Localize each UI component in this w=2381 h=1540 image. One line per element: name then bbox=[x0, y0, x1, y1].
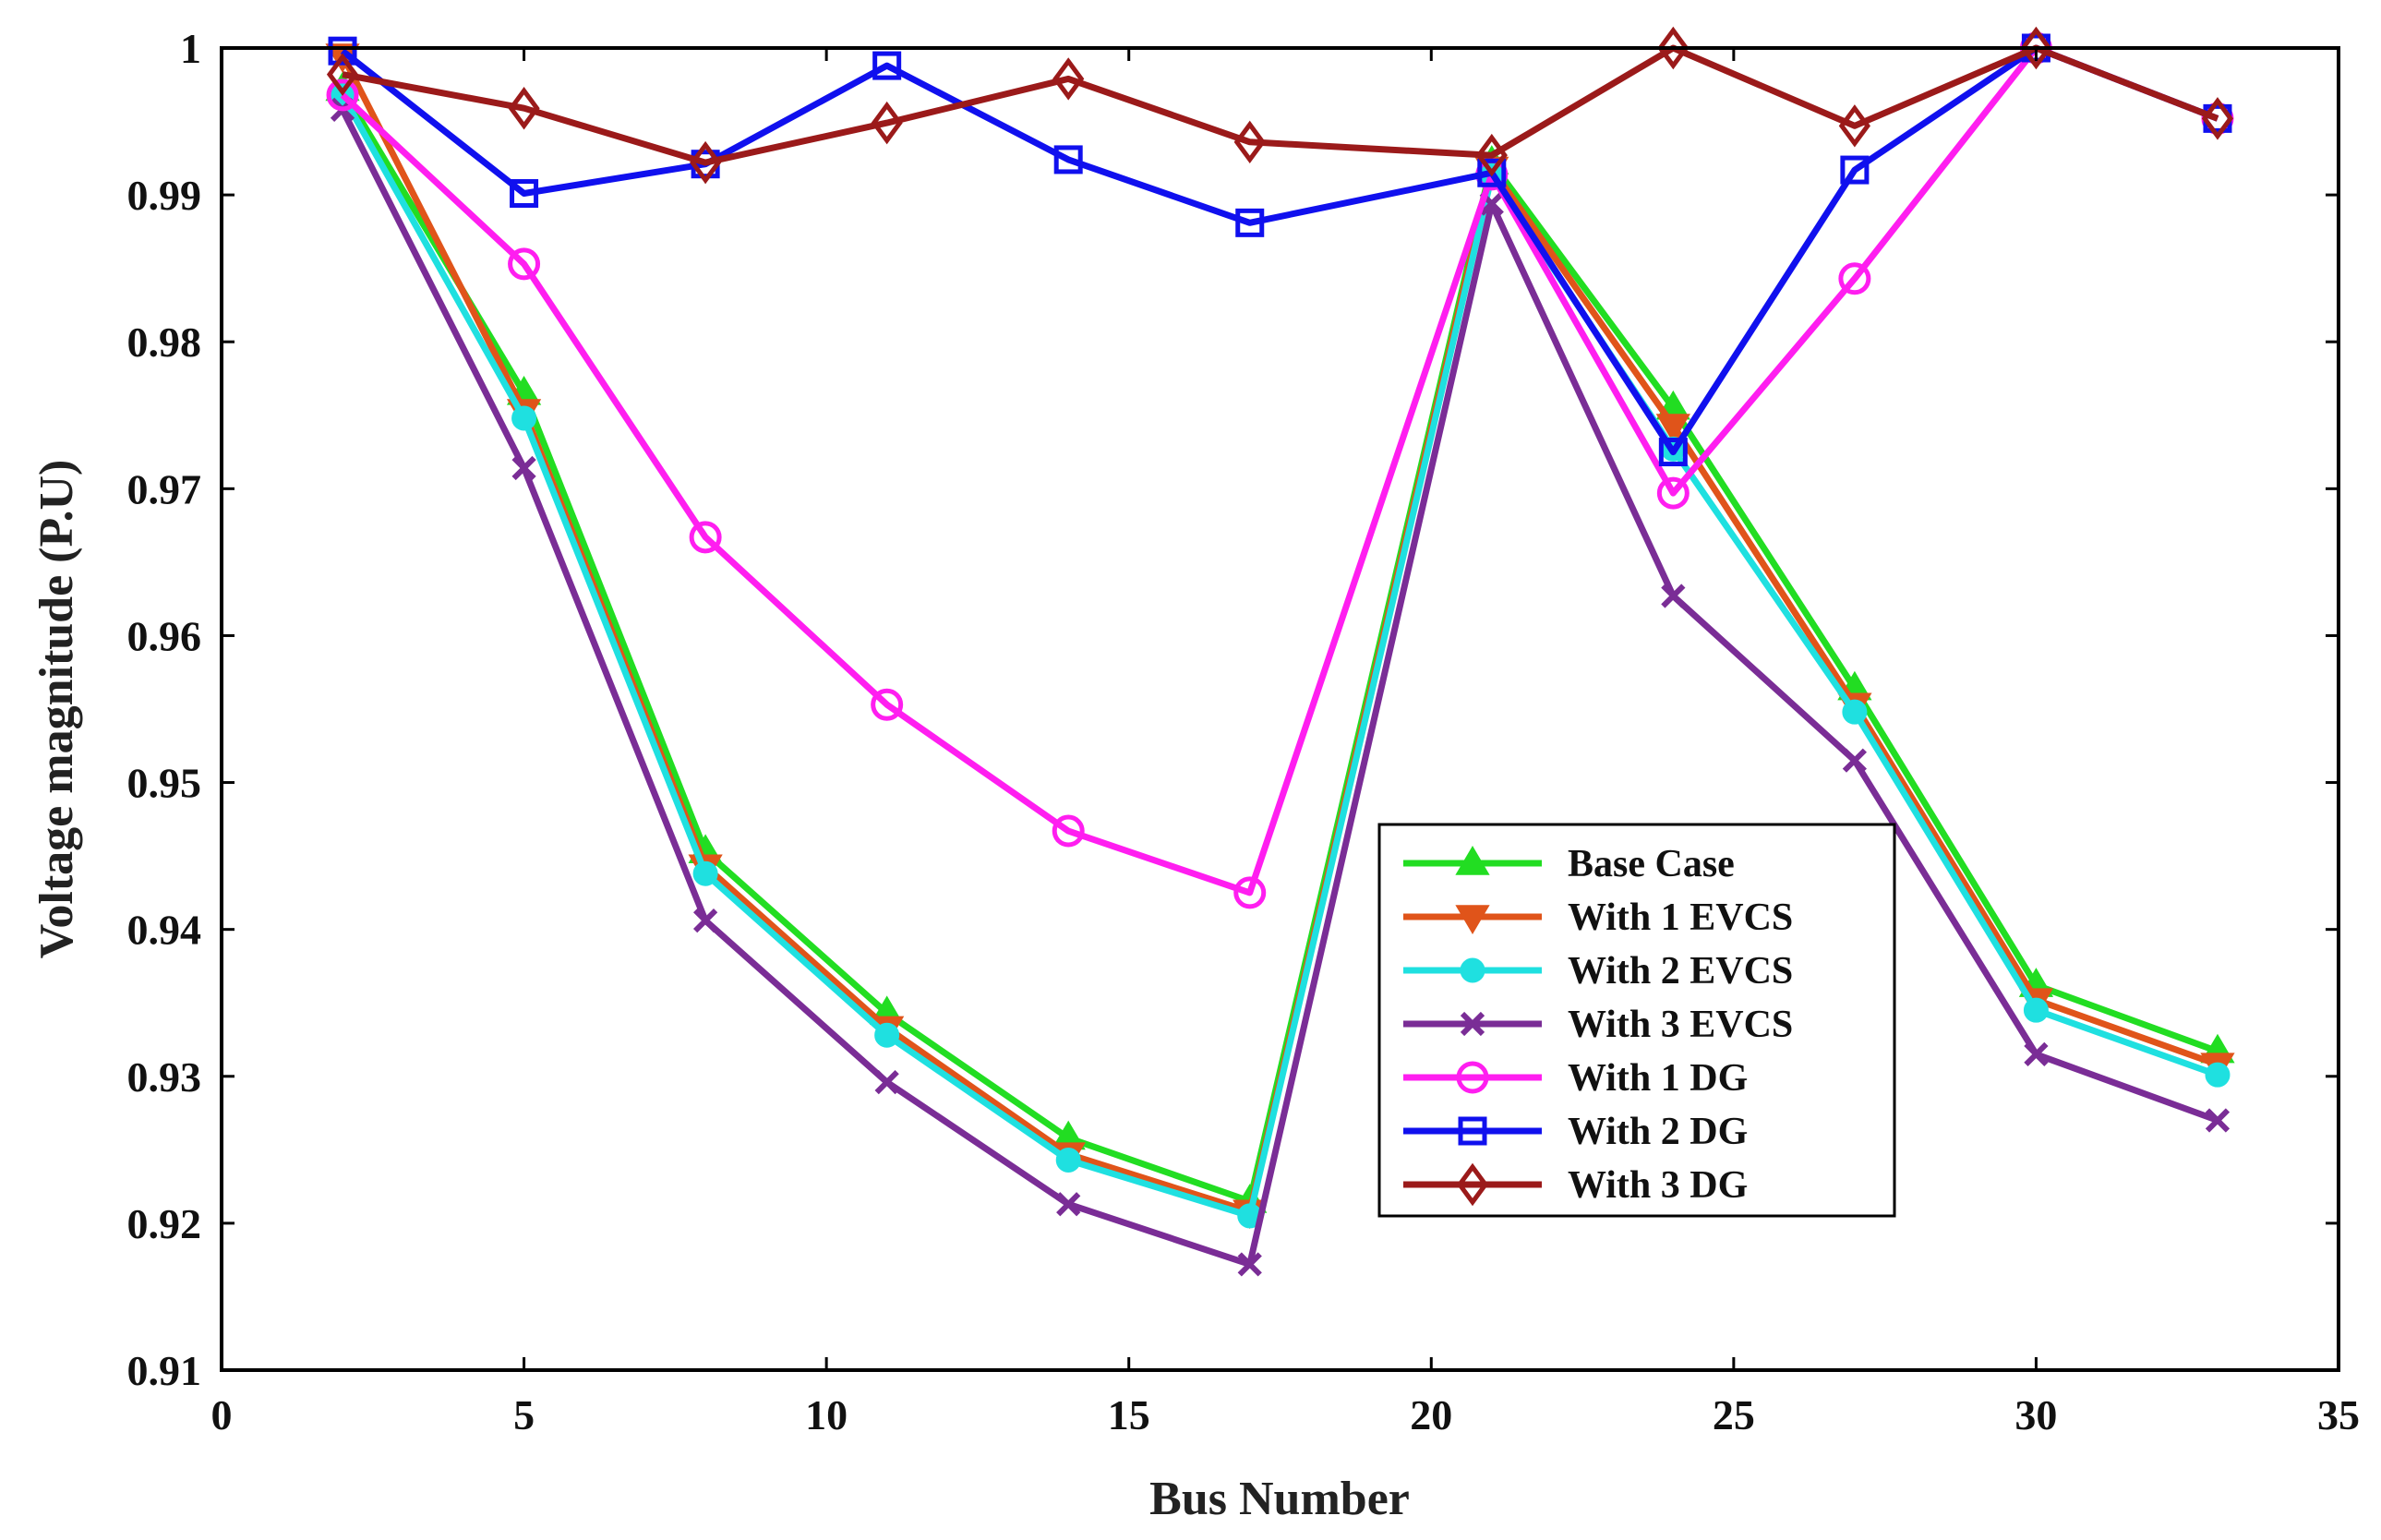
data-point-with-2-evcs bbox=[2023, 997, 2049, 1023]
series-line-with-2-dg bbox=[340, 44, 2219, 456]
data-point-with-3-dg bbox=[326, 53, 359, 96]
data-point-with-1-dg bbox=[1838, 262, 1871, 295]
legend-label: With 2 EVCS bbox=[1568, 950, 1793, 993]
x-axis: 0 5 10 15 20 25 30 35 bbox=[211, 48, 2360, 1438]
y-tick-label: 0.94 bbox=[127, 907, 202, 954]
data-point-with-2-evcs bbox=[1842, 699, 1868, 725]
data-point-with-3-dg bbox=[1233, 120, 1266, 164]
x-tick-label: 35 bbox=[2317, 1391, 2360, 1438]
data-point-with-2-evcs bbox=[874, 1022, 900, 1048]
x-tick-label: 0 bbox=[211, 1391, 233, 1438]
x-tick-label: 15 bbox=[1108, 1391, 1150, 1438]
data-point-with-3-evcs bbox=[2024, 1041, 2049, 1067]
x-tick-label: 5 bbox=[513, 1391, 535, 1438]
data-point-with-3-dg bbox=[871, 101, 903, 145]
legend-swatch-marker bbox=[1455, 905, 1490, 934]
data-point-with-3-evcs bbox=[874, 1070, 899, 1095]
legend-label: With 1 EVCS bbox=[1568, 896, 1793, 939]
data-point-with-3-evcs bbox=[2205, 1108, 2231, 1133]
data-point-with-1-dg bbox=[871, 688, 904, 721]
y-tick-label: 0.95 bbox=[127, 760, 202, 807]
y-tick-label: 0.96 bbox=[127, 612, 202, 659]
legend-swatch-marker bbox=[1460, 957, 1485, 983]
data-point-with-3-dg bbox=[2020, 26, 2052, 70]
legend-item: With 1 EVCS bbox=[1403, 896, 1793, 939]
data-point-with-3-dg bbox=[2201, 97, 2234, 140]
legend-label: With 3 DG bbox=[1568, 1164, 1748, 1207]
legend-item: With 3 EVCS bbox=[1403, 1004, 1793, 1046]
legend: Base Case With 1 EVCS With 2 EVCS With 3 EV… bbox=[1377, 823, 1896, 1218]
series-line-with-3-dg bbox=[342, 44, 2219, 166]
series-with-3-dg bbox=[326, 26, 2234, 185]
y-tick-label: 1 bbox=[180, 25, 201, 72]
series-line-with-1-dg bbox=[340, 44, 2219, 896]
x-tick-label: 20 bbox=[1410, 1391, 1452, 1438]
legend-swatch-marker bbox=[1460, 1011, 1485, 1037]
data-point-with-2-dg bbox=[510, 179, 539, 209]
series-layer bbox=[325, 26, 2235, 1277]
legend-item: With 2 EVCS bbox=[1403, 950, 1793, 993]
data-point-with-1-dg bbox=[1052, 814, 1085, 848]
y-tick-label: 0.99 bbox=[127, 172, 202, 219]
data-point-with-3-evcs bbox=[692, 908, 718, 933]
y-tick-label: 0.93 bbox=[127, 1053, 202, 1101]
data-point-with-1-evcs bbox=[1655, 414, 1690, 443]
x-tick-label: 25 bbox=[1713, 1391, 1755, 1438]
data-point-with-2-dg bbox=[1840, 155, 1870, 185]
data-point-with-3-evcs bbox=[1237, 1252, 1262, 1277]
data-point-with-2-evcs bbox=[2205, 1062, 2231, 1088]
data-point-with-3-evcs bbox=[1842, 748, 1868, 773]
data-point-with-2-dg bbox=[872, 51, 902, 80]
x-tick-label: 10 bbox=[805, 1391, 848, 1438]
data-point-with-2-evcs bbox=[692, 860, 718, 886]
legend-item: With 1 DG bbox=[1403, 1057, 1748, 1100]
data-point-with-3-dg bbox=[1838, 104, 1870, 148]
data-point-with-3-dg bbox=[1657, 26, 1690, 70]
legend-label: With 3 EVCS bbox=[1568, 1004, 1793, 1046]
y-tick-label: 0.98 bbox=[127, 319, 202, 366]
legend-label: Base Case bbox=[1568, 843, 1735, 885]
legend-item: Base Case bbox=[1403, 843, 1735, 885]
data-point-with-2-evcs bbox=[1055, 1147, 1081, 1173]
data-point-with-2-dg bbox=[1658, 438, 1688, 467]
data-point-with-3-dg bbox=[1052, 57, 1085, 101]
x-axis-label: Bus Number bbox=[1149, 1473, 1410, 1525]
data-point-with-3-dg bbox=[690, 140, 722, 185]
data-point-with-2-dg bbox=[1477, 158, 1507, 187]
y-tick-label: 0.91 bbox=[127, 1347, 202, 1394]
x-tick-label: 30 bbox=[2014, 1391, 2057, 1438]
data-point-with-3-dg bbox=[1475, 133, 1508, 177]
legend-swatch-marker bbox=[1456, 1162, 1489, 1207]
series-with-3-evcs bbox=[330, 97, 2231, 1277]
data-point-with-2-evcs bbox=[511, 405, 537, 431]
data-point-with-1-dg bbox=[326, 78, 359, 112]
legend-item: With 3 DG bbox=[1403, 1162, 1748, 1207]
series-with-2-dg bbox=[328, 33, 2232, 467]
legend-swatch-marker bbox=[1455, 846, 1490, 875]
legend-swatch-marker bbox=[1458, 1116, 1487, 1146]
data-point-with-1-dg bbox=[689, 521, 722, 554]
y-tick-label: 0.92 bbox=[127, 1200, 202, 1247]
data-point-with-2-dg bbox=[1053, 145, 1083, 174]
data-point-with-1-dg bbox=[1233, 876, 1267, 909]
legend-label: With 1 DG bbox=[1568, 1057, 1748, 1100]
data-point-with-3-evcs bbox=[511, 455, 536, 481]
legend-item: With 2 DG bbox=[1403, 1111, 1748, 1153]
legend-label: With 2 DG bbox=[1568, 1111, 1748, 1153]
y-axis: 0.91 0.92 0.93 0.94 0.95 0.96 0.97 0.98 0.99 1 bbox=[127, 25, 2339, 1394]
data-point-with-3-evcs bbox=[1661, 584, 1686, 608]
plot-area bbox=[222, 48, 2339, 1370]
y-tick-label: 0.97 bbox=[127, 465, 202, 512]
plot-frame bbox=[220, 46, 2340, 1372]
legend-swatch-marker bbox=[1456, 1061, 1489, 1094]
y-axis-label: Voltage magnitude (P.U) bbox=[30, 460, 83, 959]
data-point-with-1-dg bbox=[508, 247, 541, 281]
data-point-with-2-dg bbox=[1235, 208, 1265, 237]
data-point-with-2-dg bbox=[328, 36, 357, 66]
data-point-with-1-dg bbox=[1656, 476, 1690, 510]
data-point-with-3-dg bbox=[508, 87, 540, 130]
data-point-with-3-evcs bbox=[1056, 1192, 1081, 1217]
